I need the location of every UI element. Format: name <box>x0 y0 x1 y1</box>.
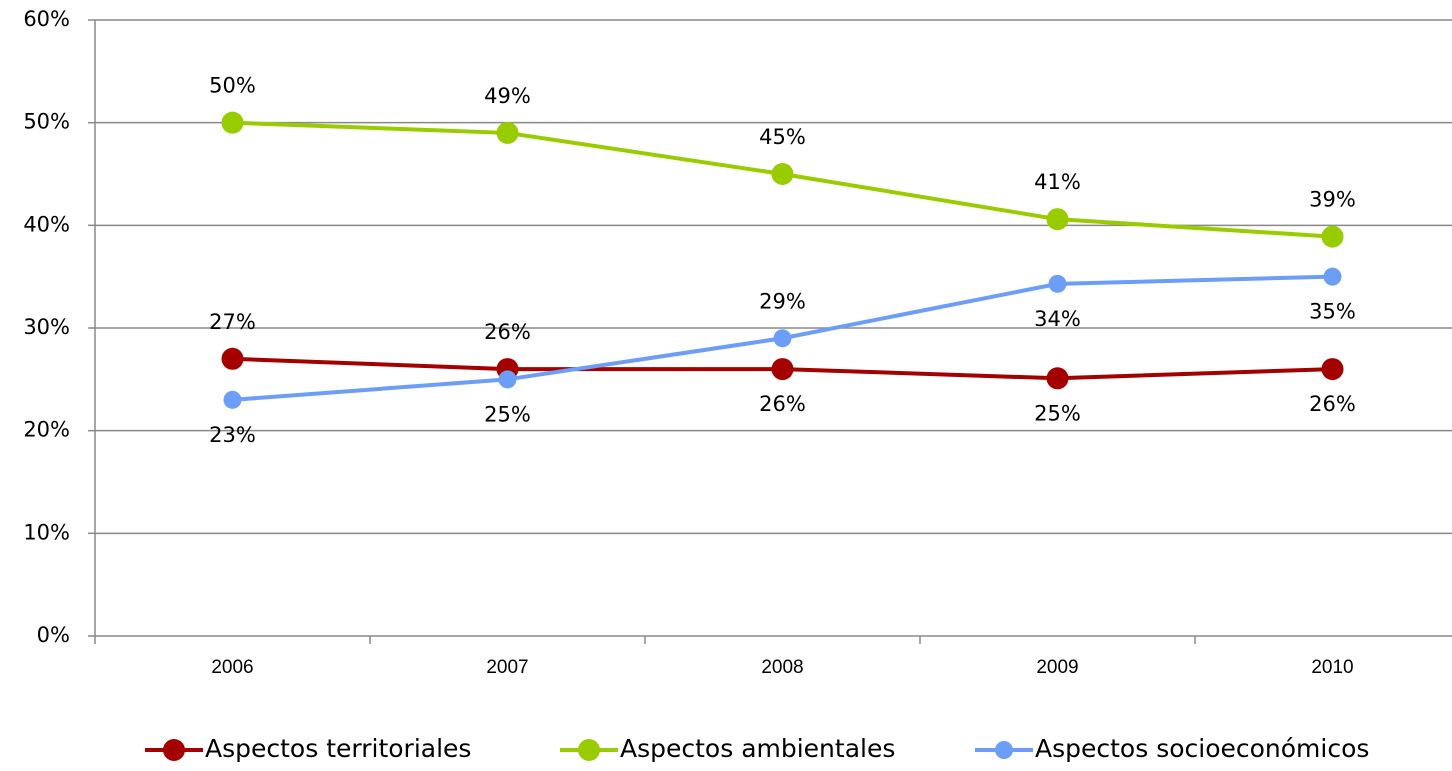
y-tick-label: 0% <box>37 623 70 647</box>
point <box>1323 267 1342 286</box>
y-tick-label: 40% <box>23 212 70 236</box>
point <box>221 347 244 370</box>
point <box>496 121 519 144</box>
x-tick-label: 2010 <box>1311 657 1353 678</box>
y-tick-label: 30% <box>23 315 70 339</box>
data-label: 25% <box>1034 401 1081 425</box>
y-tick-label: 60% <box>23 7 70 31</box>
data-label: 29% <box>759 289 806 313</box>
point <box>221 111 244 134</box>
point <box>1321 358 1344 381</box>
point <box>773 329 792 348</box>
data-label: 26% <box>1309 392 1356 416</box>
x-tick-label: 2006 <box>211 657 253 678</box>
data-label: 49% <box>484 84 531 108</box>
legend-label: Aspectos territoriales <box>205 734 471 763</box>
data-label: 34% <box>1034 307 1081 331</box>
data-label: 41% <box>1034 170 1081 194</box>
data-label: 26% <box>759 392 806 416</box>
data-label: 23% <box>209 423 256 447</box>
point <box>1046 367 1069 390</box>
legend-label: Aspectos ambientales <box>620 734 895 763</box>
point <box>1046 208 1069 231</box>
data-label: 35% <box>1309 300 1356 324</box>
point <box>1048 274 1067 293</box>
point <box>771 358 794 381</box>
point <box>771 163 794 185</box>
data-label: 26% <box>484 320 531 344</box>
x-tick-label: 2009 <box>1036 657 1078 678</box>
legend-marker <box>163 739 185 761</box>
point <box>1321 225 1344 248</box>
data-label: 25% <box>484 402 531 426</box>
legend-label: Aspectos socioeconómicos <box>1035 734 1369 763</box>
y-tick-label: 20% <box>23 418 70 442</box>
data-label: 50% <box>209 74 256 98</box>
data-label: 27% <box>209 310 256 334</box>
y-tick-label: 10% <box>23 520 70 544</box>
y-tick-label: 50% <box>23 110 70 134</box>
x-tick-label: 2007 <box>486 657 528 678</box>
data-label: 45% <box>759 125 806 149</box>
x-tick-label: 2008 <box>761 657 803 678</box>
point <box>223 390 242 409</box>
point <box>498 370 517 389</box>
legend-marker <box>578 739 600 761</box>
data-label: 39% <box>1309 188 1356 212</box>
legend-marker <box>995 741 1013 759</box>
